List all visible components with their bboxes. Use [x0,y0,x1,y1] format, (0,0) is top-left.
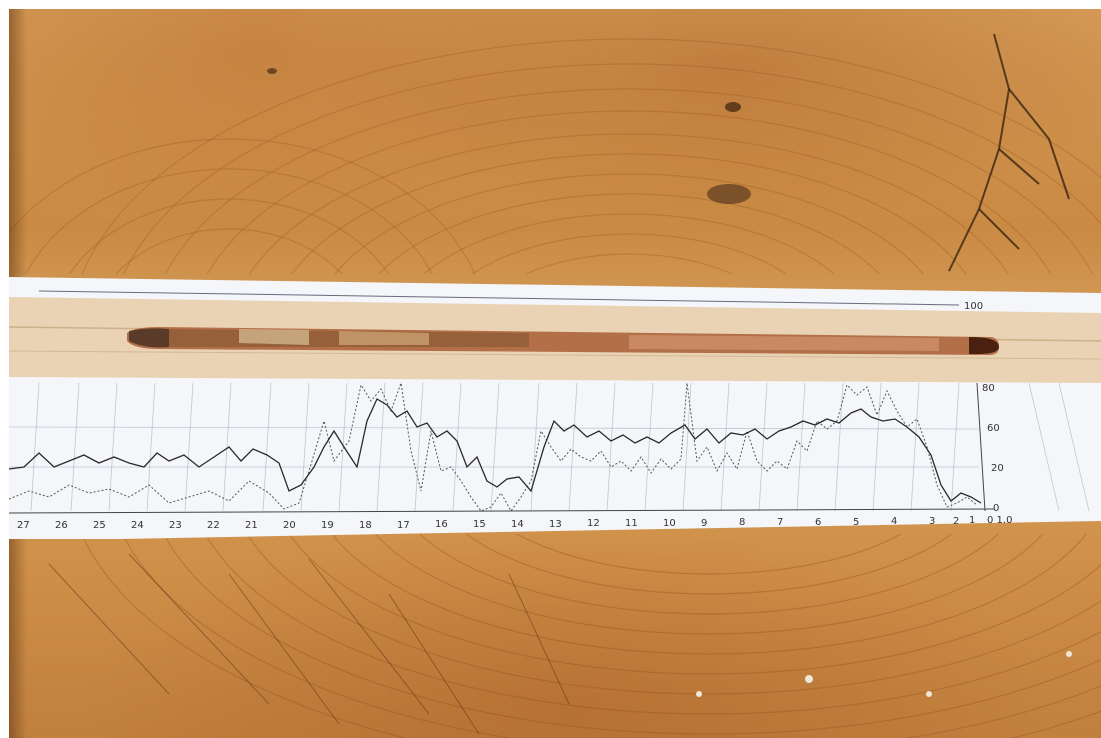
x-tick: 2 [953,516,959,527]
x-tick: 19 [321,520,334,531]
x-tick: 27 [17,520,30,531]
y-tick-0: 0 [993,503,999,514]
x-tick: 1 [969,515,975,526]
trace-solid [9,398,982,504]
x-tick: 13 [549,519,562,530]
trace-dotted [9,382,978,512]
x-tick: 17 [397,520,410,531]
x-tick: 20 [283,520,296,531]
y-tick-20: 20 [991,463,1004,474]
growth-rings-top [9,33,1101,274]
x-tick: 0 1.0 [987,515,1012,526]
x-tick: 8 [739,517,745,528]
x-tick: 23 [169,520,182,531]
y-axis [976,382,986,512]
x-tick: 9 [701,518,707,529]
x-tick: 25 [93,520,106,531]
y-tick-60: 60 [987,423,1000,434]
x-tick: 11 [625,518,638,529]
x-tick: 24 [131,520,144,531]
strip-chart: 10 0 [9,277,1101,539]
x-tick: 10 [663,518,676,529]
x-tick: 3 [929,516,935,527]
x-tick: 14 [511,519,524,530]
x-tick: 4 [891,516,897,527]
x-tick: 22 [207,520,220,531]
x-tick: 21 [245,520,258,531]
growth-rings-bottom [48,534,1101,738]
top-scale-line [38,290,960,306]
x-tick: 26 [55,520,68,531]
top-scale-label: 100 [964,301,983,312]
chart-grid [9,382,1090,512]
x-axis [9,508,995,514]
x-tick: 12 [587,518,600,529]
x-tick: 7 [777,517,783,528]
x-tick: 16 [435,519,448,530]
y-tick-80: 80 [982,383,995,394]
x-tick-labels: 27 26 25 24 23 22 21 20 19 18 17 16 15 1… [17,515,1012,531]
x-tick: 18 [359,520,372,531]
photo: 10 0 [9,9,1101,738]
x-tick: 5 [853,517,859,528]
x-tick: 6 [815,517,821,528]
x-tick: 15 [473,519,486,530]
